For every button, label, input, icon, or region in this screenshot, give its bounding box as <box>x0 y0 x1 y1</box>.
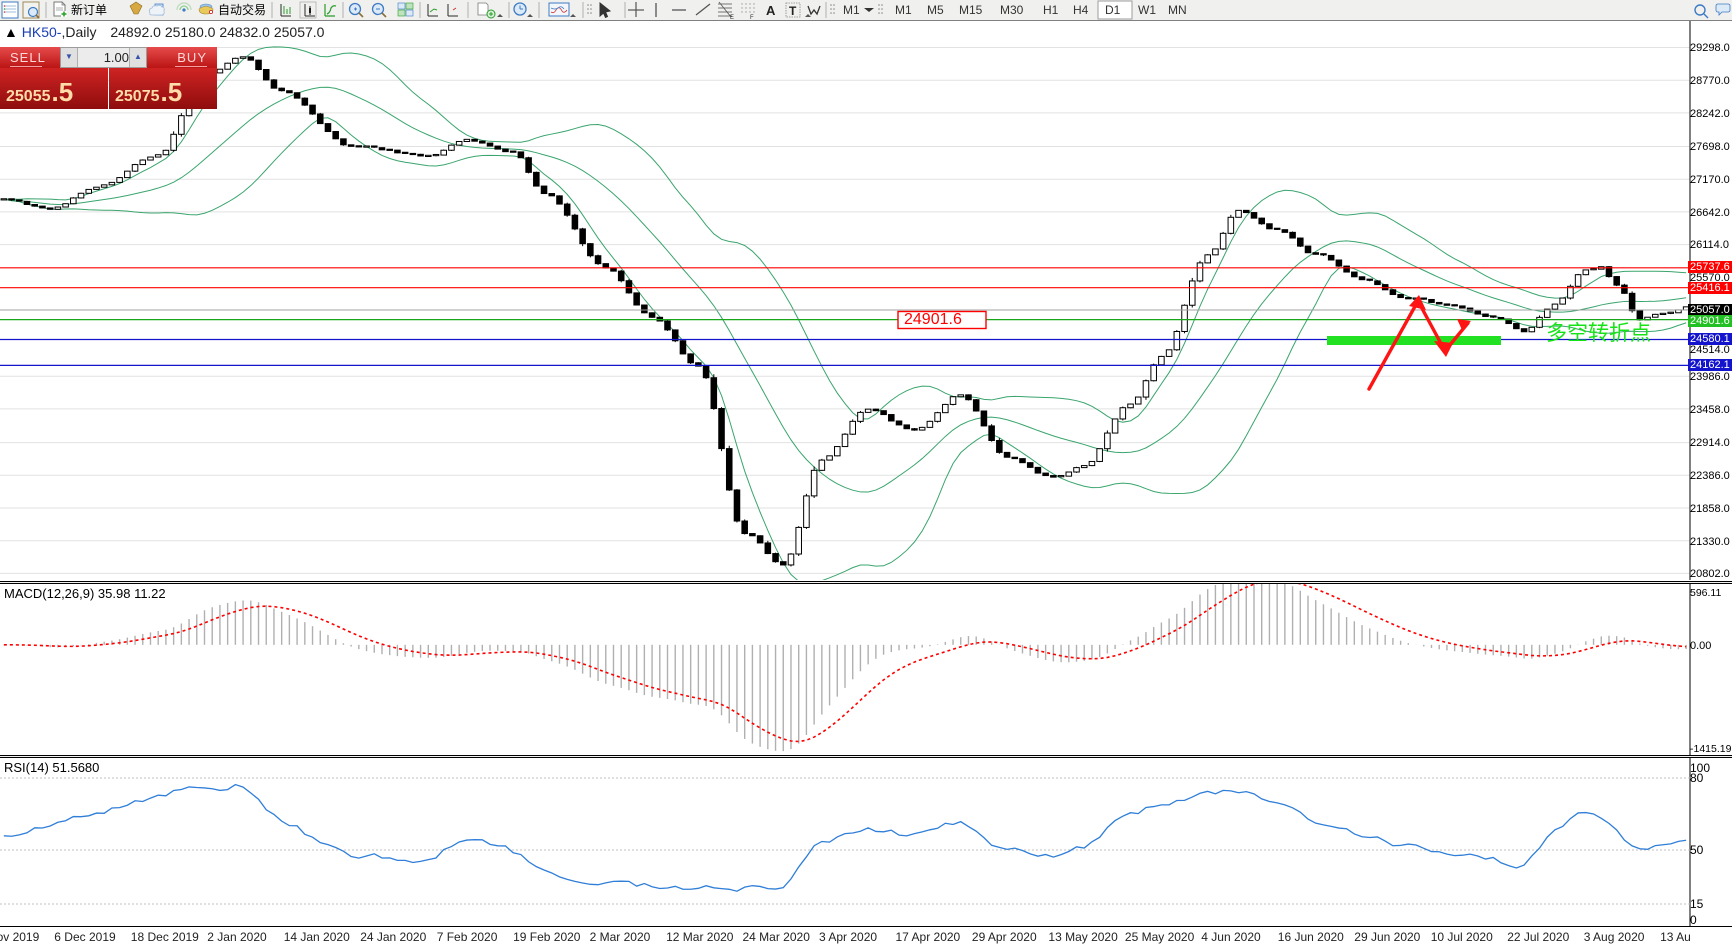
svg-text:29 Apr 2020: 29 Apr 2020 <box>972 930 1037 944</box>
svg-text:3 Aug 2020: 3 Aug 2020 <box>1584 930 1645 944</box>
svg-text:2 Jan 2020: 2 Jan 2020 <box>207 930 267 944</box>
svg-text:3 Apr 2020: 3 Apr 2020 <box>819 930 877 944</box>
svg-text:25416.1: 25416.1 <box>1690 282 1730 294</box>
svg-text:7 Feb 2020: 7 Feb 2020 <box>437 930 498 944</box>
svg-text:H4: H4 <box>1073 3 1089 17</box>
svg-text:19 Feb 2020: 19 Feb 2020 <box>513 930 581 944</box>
svg-text:28770.0: 28770.0 <box>1690 75 1730 87</box>
svg-text:6 Dec 2019: 6 Dec 2019 <box>54 930 116 944</box>
svg-text:15: 15 <box>1690 897 1704 911</box>
svg-text:6 Nov 2019: 6 Nov 2019 <box>0 930 40 944</box>
svg-text:29 Jun 2020: 29 Jun 2020 <box>1354 930 1420 944</box>
svg-text:M15: M15 <box>959 3 983 17</box>
svg-text:A: A <box>766 3 776 18</box>
svg-text:0: 0 <box>1690 913 1697 926</box>
svg-text:21858.0: 21858.0 <box>1690 503 1730 515</box>
svg-text:21330.0: 21330.0 <box>1690 536 1730 548</box>
svg-text:16 Jun 2020: 16 Jun 2020 <box>1278 930 1344 944</box>
svg-text:22386.0: 22386.0 <box>1690 470 1730 482</box>
svg-text:4 Jun 2020: 4 Jun 2020 <box>1201 930 1261 944</box>
svg-text:29298.0: 29298.0 <box>1690 42 1730 54</box>
svg-text:23458.0: 23458.0 <box>1690 404 1730 416</box>
svg-text:17 Apr 2020: 17 Apr 2020 <box>896 930 961 944</box>
svg-text:26642.0: 26642.0 <box>1690 207 1730 219</box>
svg-text:MN: MN <box>1168 3 1187 17</box>
svg-text:13 Aug 2020: 13 Aug 2020 <box>1660 930 1690 944</box>
svg-text:M1: M1 <box>843 3 860 17</box>
svg-text:多空转折点: 多空转折点 <box>1546 322 1651 345</box>
svg-text:F: F <box>750 15 754 20</box>
svg-text:28242.0: 28242.0 <box>1690 108 1730 120</box>
svg-text:26114.0: 26114.0 <box>1690 239 1729 251</box>
svg-text:24901.6: 24901.6 <box>904 311 962 328</box>
svg-text:14 Jan 2020: 14 Jan 2020 <box>284 930 350 944</box>
svg-text:-1415.19: -1415.19 <box>1690 743 1732 755</box>
svg-text:50: 50 <box>1690 843 1704 857</box>
svg-text:E: E <box>730 15 734 20</box>
svg-text:27698.0: 27698.0 <box>1690 141 1730 153</box>
svg-text:2 Mar 2020: 2 Mar 2020 <box>590 930 651 944</box>
svg-text:12 Mar 2020: 12 Mar 2020 <box>666 930 734 944</box>
svg-text:24 Jan 2020: 24 Jan 2020 <box>360 930 426 944</box>
svg-text:T: T <box>789 4 797 18</box>
svg-text:22 Jul 2020: 22 Jul 2020 <box>1507 930 1569 944</box>
svg-text:W1: W1 <box>1138 3 1156 17</box>
svg-text:24514.0: 24514.0 <box>1690 344 1730 356</box>
svg-text:0.00: 0.00 <box>1690 640 1711 652</box>
svg-text:27170.0: 27170.0 <box>1690 174 1730 186</box>
svg-text:H1: H1 <box>1043 3 1059 17</box>
svg-text:新订单: 新订单 <box>71 2 107 17</box>
svg-text:D1: D1 <box>1105 3 1121 17</box>
svg-text:23986.0: 23986.0 <box>1690 371 1730 383</box>
svg-text:24901.6: 24901.6 <box>1690 315 1730 327</box>
svg-text:596.11: 596.11 <box>1690 587 1721 599</box>
svg-text:自动交易: 自动交易 <box>218 2 266 17</box>
svg-text:18 Dec 2019: 18 Dec 2019 <box>131 930 199 944</box>
svg-text:24162.1: 24162.1 <box>1690 359 1730 371</box>
svg-text:M30: M30 <box>1000 3 1024 17</box>
svg-text:13 May 2020: 13 May 2020 <box>1048 930 1118 944</box>
svg-text:20802.0: 20802.0 <box>1690 568 1730 580</box>
svg-text:10 Jul 2020: 10 Jul 2020 <box>1431 930 1493 944</box>
svg-text:25 May 2020: 25 May 2020 <box>1125 930 1195 944</box>
svg-text:24 Mar 2020: 24 Mar 2020 <box>743 930 811 944</box>
svg-text:M5: M5 <box>927 3 944 17</box>
svg-text:22914.0: 22914.0 <box>1690 437 1730 449</box>
svg-text:M1: M1 <box>895 3 912 17</box>
svg-text:80: 80 <box>1690 771 1704 785</box>
